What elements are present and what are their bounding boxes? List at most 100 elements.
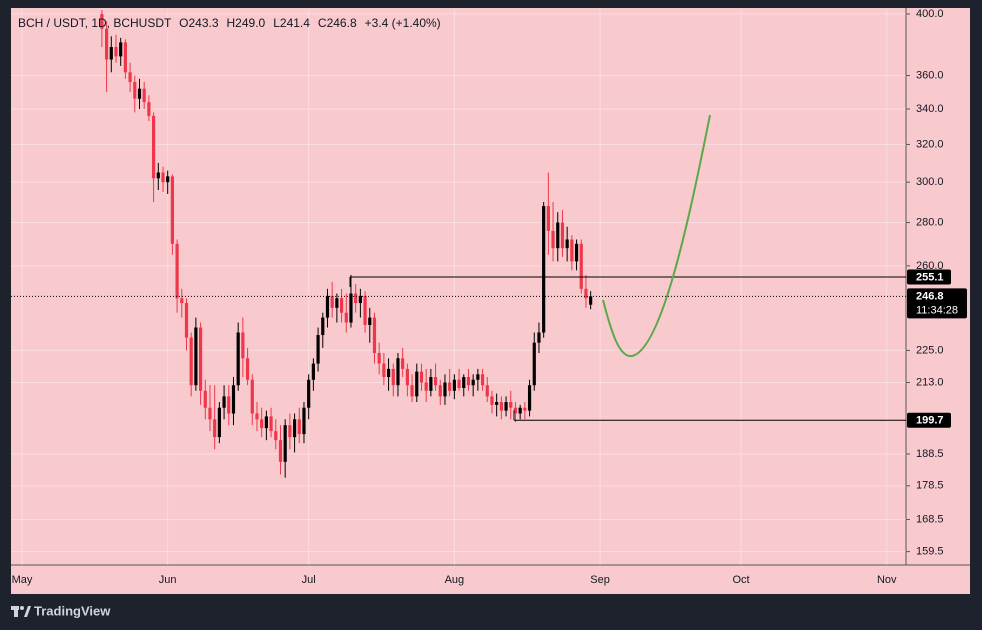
candle-body bbox=[584, 288, 588, 299]
candle-body bbox=[109, 47, 113, 60]
candle-body bbox=[579, 243, 583, 289]
candle-body bbox=[151, 115, 156, 179]
candle-body bbox=[274, 431, 278, 441]
candle-body bbox=[119, 42, 123, 57]
candle-body bbox=[264, 416, 268, 429]
candle-body bbox=[448, 382, 452, 391]
candle-body bbox=[532, 342, 536, 386]
candle-body bbox=[142, 88, 146, 103]
candle-body bbox=[283, 425, 287, 462]
y-tick-label: 213.0 bbox=[916, 376, 944, 388]
candle-body bbox=[227, 396, 231, 414]
level-label: 255.1 bbox=[916, 271, 944, 283]
y-tick-label: 188.5 bbox=[916, 448, 944, 460]
candle-body bbox=[565, 239, 569, 249]
level-label: 199.7 bbox=[916, 415, 944, 427]
candle-body bbox=[476, 374, 480, 380]
candle-body bbox=[452, 379, 456, 391]
candle-body bbox=[372, 317, 377, 354]
brand: TradingView bbox=[34, 603, 111, 618]
candle-body bbox=[208, 407, 212, 420]
symbol: BCH / USDT, 1D, BCHUSDT bbox=[18, 16, 172, 30]
candle-body bbox=[396, 358, 400, 386]
candle-body bbox=[386, 368, 391, 378]
y-tick-label: 260.0 bbox=[916, 260, 944, 272]
candle-body bbox=[490, 396, 494, 405]
candle-body bbox=[513, 407, 518, 414]
y-tick-label: 360.0 bbox=[916, 69, 944, 81]
candle-body bbox=[354, 293, 358, 304]
candle-body bbox=[128, 72, 132, 83]
candle-body bbox=[288, 425, 292, 438]
candle-body bbox=[222, 396, 226, 408]
candle-body bbox=[161, 172, 165, 183]
candle-body bbox=[184, 303, 189, 338]
candle-body bbox=[363, 295, 367, 325]
candle-body bbox=[410, 385, 414, 397]
level-label-box bbox=[907, 412, 951, 428]
candle-body bbox=[147, 102, 151, 116]
candle-body bbox=[278, 440, 283, 462]
candle-body bbox=[255, 413, 259, 420]
candle-body bbox=[382, 363, 386, 378]
legend: BCH / USDT, 1D, BCHUSDT O243.3 H249.0 L241.… bbox=[18, 16, 441, 30]
candle-body bbox=[180, 298, 184, 304]
candle-body bbox=[250, 379, 254, 414]
x-tick-label: Jul bbox=[302, 574, 316, 586]
x-tick-label: Sep bbox=[590, 574, 610, 586]
candle-body bbox=[104, 28, 109, 60]
last-price-box bbox=[907, 288, 967, 319]
candle-body bbox=[457, 379, 461, 389]
countdown: 11:34:28 bbox=[916, 304, 958, 316]
candle-body bbox=[321, 317, 325, 336]
candle-body bbox=[495, 402, 499, 405]
candle-body bbox=[556, 222, 560, 249]
candle-body bbox=[424, 382, 428, 391]
candle-body bbox=[560, 222, 565, 249]
candle-body bbox=[100, 13, 104, 29]
candle-body bbox=[260, 419, 264, 429]
candle-body bbox=[123, 42, 127, 73]
y-tick-label: 400.0 bbox=[916, 8, 944, 20]
candle-body bbox=[438, 385, 442, 397]
x-tick-label: May bbox=[12, 574, 33, 586]
candle-body bbox=[401, 358, 405, 369]
candle-body bbox=[523, 407, 527, 411]
candle-body bbox=[241, 332, 245, 359]
candle-body bbox=[325, 295, 330, 318]
last-price-label: 246.8 bbox=[916, 290, 944, 302]
candle-body bbox=[518, 407, 522, 414]
candle-body bbox=[236, 332, 240, 386]
candle-body bbox=[339, 298, 344, 313]
candle-body bbox=[133, 82, 137, 99]
candle-body bbox=[349, 293, 353, 323]
candle-body bbox=[546, 206, 550, 231]
x-tick-label: Oct bbox=[732, 574, 749, 586]
high: H249.0 bbox=[227, 16, 266, 30]
candle-body bbox=[189, 337, 193, 386]
chart-background bbox=[11, 8, 970, 594]
y-tick-label: 159.5 bbox=[916, 546, 944, 558]
candle-body bbox=[405, 368, 409, 386]
candle-body bbox=[415, 371, 419, 397]
candle-body bbox=[480, 374, 485, 386]
candle-body bbox=[368, 317, 372, 325]
candle-body bbox=[471, 379, 475, 386]
logo: TradingView bbox=[11, 603, 111, 618]
candle-body bbox=[175, 243, 179, 299]
candle-body bbox=[419, 371, 424, 383]
x-tick-label: Aug bbox=[445, 574, 465, 586]
y-tick-label: 178.5 bbox=[916, 480, 944, 492]
candle-body bbox=[433, 377, 438, 386]
candle-body bbox=[330, 295, 334, 308]
candle-body bbox=[203, 390, 207, 408]
candle-body bbox=[170, 176, 174, 244]
candle-body bbox=[466, 377, 471, 386]
y-tick-label: 168.5 bbox=[916, 513, 944, 525]
candle-body bbox=[311, 363, 315, 380]
candle-body bbox=[537, 332, 541, 343]
candle-body bbox=[137, 88, 142, 99]
candle-body bbox=[194, 327, 198, 386]
y-tick-label: 340.0 bbox=[916, 103, 944, 115]
